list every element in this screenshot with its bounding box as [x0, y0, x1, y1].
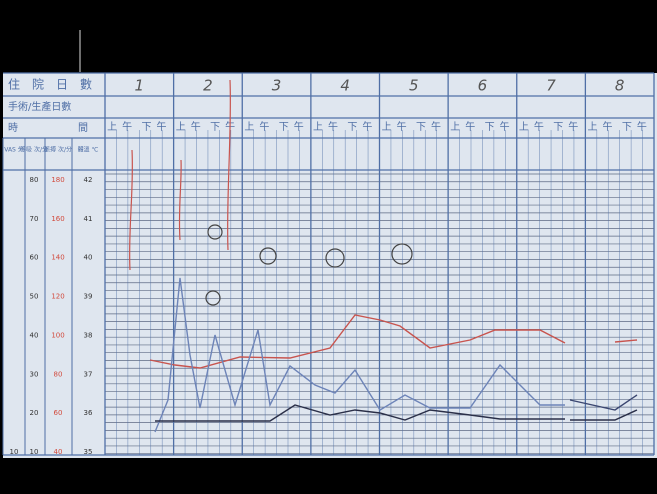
- pulse-label: 140: [51, 254, 64, 262]
- header-label: 手術/生產日數: [8, 100, 71, 113]
- respiration-label: 20: [30, 409, 39, 417]
- pulse-label: 60: [54, 409, 63, 417]
- half-day-label: 下午: [279, 120, 309, 133]
- day-number: 2: [203, 77, 213, 95]
- pulse-label: 100: [51, 331, 64, 339]
- day-number: 3: [272, 77, 282, 95]
- respiration-label: 50: [30, 293, 39, 301]
- temperature-label: 40: [84, 254, 93, 262]
- temperature-label: 41: [84, 215, 93, 223]
- screenshot: 住院日數手術/生產日數時間VAS 分呼吸 次/分脈搏 次/分體溫 ℃807060…: [0, 0, 657, 494]
- pulse-label: 180: [51, 176, 64, 184]
- respiration-label: 80: [30, 176, 39, 184]
- half-day-label: 下午: [485, 120, 515, 133]
- half-day-label: 下午: [347, 120, 377, 133]
- half-day-label: 上午: [244, 120, 274, 133]
- half-day-label: 下午: [622, 120, 652, 133]
- temperature-label: 37: [84, 370, 93, 378]
- half-day-label: 上午: [519, 120, 549, 133]
- half-day-label: 下午: [210, 120, 240, 133]
- half-day-label: 下午: [141, 120, 171, 133]
- day-number: 1: [135, 77, 145, 95]
- temperature-label: 36: [84, 409, 93, 417]
- respiration-label: 40: [30, 331, 39, 339]
- respiration-label: 60: [30, 254, 39, 262]
- header-label: 住院日數: [8, 78, 104, 92]
- half-day-label: 上午: [588, 120, 618, 133]
- half-day-label: 上午: [382, 120, 412, 133]
- temperature-label: 38: [84, 331, 93, 339]
- half-day-label: 上午: [176, 120, 206, 133]
- respiration-label: 30: [30, 370, 39, 378]
- pulse-label: 80: [54, 370, 63, 378]
- day-number: 5: [409, 77, 419, 95]
- pulse-label: 120: [51, 293, 64, 301]
- scale-header: 脈搏 次/分: [44, 146, 72, 154]
- half-day-label: 下午: [553, 120, 583, 133]
- respiration-label: 10: [30, 448, 39, 456]
- vas-label: 10: [10, 448, 19, 456]
- day-number: 7: [546, 77, 556, 95]
- temperature-label: 39: [84, 293, 93, 301]
- day-number: 6: [478, 77, 488, 95]
- day-number: 4: [340, 77, 350, 95]
- half-day-label: 上午: [107, 120, 137, 133]
- half-day-label: 上午: [313, 120, 343, 133]
- scale-header: 體溫 ℃: [78, 146, 99, 154]
- pulse-label: 160: [51, 215, 64, 223]
- pulse-label: 40: [54, 448, 63, 456]
- temperature-label: 35: [84, 448, 93, 456]
- half-day-label: 上午: [450, 120, 480, 133]
- temperature-label: 42: [84, 176, 93, 184]
- half-day-label: 下午: [416, 120, 446, 133]
- respiration-label: 70: [30, 215, 39, 223]
- day-number: 8: [615, 77, 625, 95]
